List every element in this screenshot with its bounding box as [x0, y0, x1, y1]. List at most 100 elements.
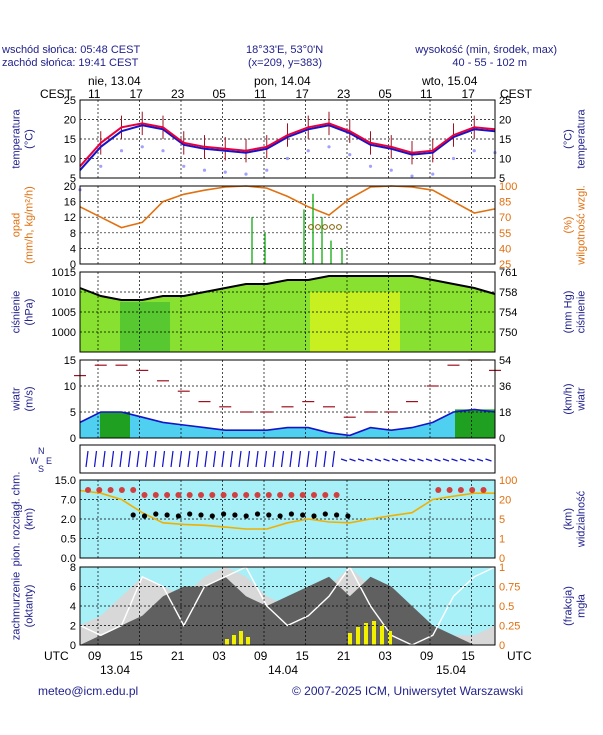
wind-arrow [161, 450, 166, 468]
wind-arrow [255, 450, 259, 468]
axis-label-line: (km/h) [563, 383, 575, 414]
coords-label: 18°33'E, 53°0'N [246, 44, 324, 56]
tick-label: 0.5 [499, 601, 514, 613]
tick-label: 761 [499, 267, 517, 279]
wind-arrow [272, 450, 276, 468]
wind-arrow [306, 450, 310, 468]
axis-label-line: (°C) [563, 129, 575, 149]
hour-label-top: 11 [88, 87, 101, 101]
hours-bottom: 09 15 21 03 09 15 21 03 09 15 [88, 649, 475, 663]
fog-bar [380, 625, 384, 645]
cloud-base-point [266, 512, 272, 518]
visibility-line [79, 489, 495, 530]
hour-label-top: 23 [171, 87, 185, 101]
day-label-bottom: 14.04 [268, 663, 298, 677]
wind-arrow [451, 458, 458, 462]
day-label-bottom: 15.04 [436, 663, 466, 677]
axis-label: (mm Hg) ciśnienie [563, 291, 588, 334]
wind-arrow [357, 458, 365, 462]
cloud-top-point [175, 492, 182, 498]
tick-label: 2 [70, 621, 76, 633]
fog-bar [232, 635, 236, 645]
wind-arrow [400, 458, 407, 462]
pressure-mask [80, 272, 495, 300]
axis-label: ciśnienie (hPa) [11, 291, 36, 334]
day-label-top: pon, 14.04 [254, 74, 311, 88]
height-label: wysokość (min, środek, max) [415, 44, 557, 56]
axis-label-line: (mm Hg) [563, 291, 575, 334]
wind-arrow [110, 450, 115, 468]
wind-arrow [144, 450, 149, 468]
cloud-base-point [277, 513, 283, 519]
tick-label: 0 [499, 553, 505, 565]
wind-speed-line [79, 408, 496, 437]
tick-label: 750 [499, 327, 517, 339]
tick-label: 4 [70, 601, 76, 613]
footer-email[interactable]: meteo@icm.edu.pl [38, 684, 139, 698]
fog-bar [246, 637, 250, 645]
wind-arrow [85, 450, 89, 468]
tick-label: 16 [64, 197, 76, 209]
fog-bar [225, 639, 229, 645]
axis-label-line: (%) [563, 216, 575, 233]
pressure-series-line [79, 275, 496, 301]
tick-label: 54 [499, 355, 511, 367]
hour-label-bottom: 15 [296, 649, 310, 663]
axis-label-line: pion. rozciągł. chm. [11, 472, 23, 567]
hour-label-bottom: 03 [213, 649, 227, 663]
hour-label-bottom: 09 [254, 649, 268, 663]
tick-label: 758 [499, 287, 517, 299]
fog-bar [348, 633, 352, 645]
hour-label-bottom: 03 [379, 649, 393, 663]
tick-label: 0 [499, 640, 505, 652]
tick-label: 8 [70, 228, 76, 240]
cloud-top-point [322, 492, 329, 498]
cloud-top-point [446, 487, 453, 493]
panel-frame [79, 359, 496, 439]
tick-label: 25 [499, 259, 511, 271]
dewpoint-point [389, 168, 393, 172]
axis-label-line: (frakcja) [563, 586, 575, 626]
day-label-top: wto, 15.04 [421, 74, 478, 88]
cloud-top-point [311, 492, 317, 498]
cloud-base-point [232, 512, 238, 518]
wind-arrow [442, 458, 450, 462]
precip-marker [315, 224, 321, 230]
tick-label: 15 [64, 355, 76, 367]
axis-label-line: ciśnienie [11, 291, 23, 334]
hour-label-top: 17 [296, 87, 310, 101]
tick-label: 5 [70, 173, 76, 185]
dewpoint-point [202, 168, 207, 172]
wind-arrow [323, 450, 327, 468]
tick-label: 0.5 [61, 534, 76, 546]
wind-arrow [391, 458, 399, 462]
wind-arrow [408, 458, 416, 462]
tick-label: 20 [499, 115, 511, 127]
axis-label: temperatura (°C) [11, 108, 36, 168]
cloud-top-point [469, 487, 476, 493]
cloud-base-point [153, 511, 159, 517]
dewpoint-point [285, 156, 290, 161]
axis-label-line: widzialność [576, 490, 588, 548]
wind-arrow [476, 458, 484, 462]
cloud-base-point [130, 512, 136, 518]
wind-arrow [331, 450, 336, 468]
cloud-top-point [130, 487, 137, 493]
temp-series-line [79, 122, 496, 167]
axis-label-line: opad [11, 213, 23, 237]
cloud-base-point [198, 512, 204, 518]
dewpoint-point [431, 172, 435, 176]
fog-bar [239, 631, 243, 645]
axis-label: (km) widzialność [563, 490, 588, 548]
wind-arrow [263, 450, 268, 468]
tick-label: 1 [499, 534, 505, 546]
tick-label: 15 [64, 134, 76, 146]
precip-marker [329, 224, 335, 230]
height-values: 40 - 55 - 102 m [452, 57, 527, 69]
dewpoint-point [410, 174, 414, 178]
tick-label: 25 [499, 95, 511, 107]
tick-label: 1015 [52, 267, 76, 279]
wind-strong-area [455, 409, 495, 438]
